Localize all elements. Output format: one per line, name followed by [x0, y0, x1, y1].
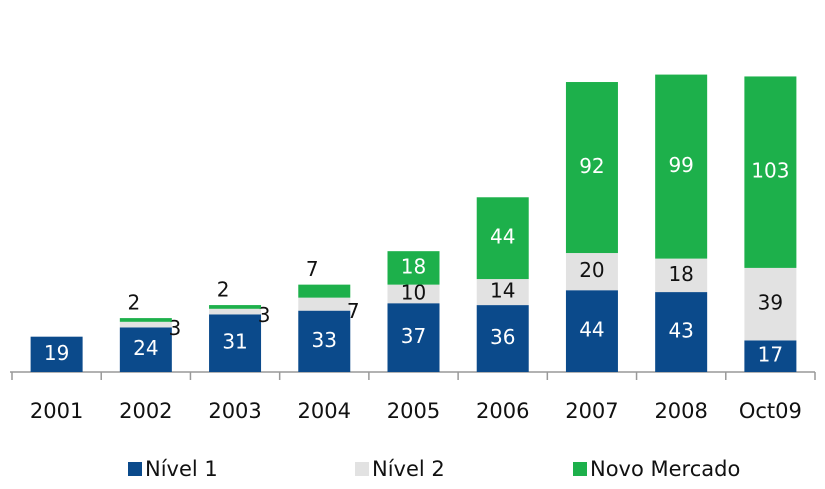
data-label: 43 [668, 319, 693, 343]
x-tick-label: 2003 [208, 399, 261, 423]
data-label: 99 [668, 153, 693, 177]
data-label: 44 [579, 318, 604, 342]
bar-segment [387, 284, 440, 304]
legend-label: Nível 1 [145, 457, 218, 481]
x-tick-label: 2001 [30, 399, 83, 423]
data-label: 3 [258, 303, 271, 327]
data-label: 18 [401, 254, 426, 278]
bar-segment [744, 340, 797, 372]
bar-segment [744, 76, 797, 268]
bar-segment [298, 297, 351, 311]
data-label: 3 [168, 316, 181, 340]
bar-segment [119, 327, 172, 372]
data-label: 17 [758, 343, 783, 367]
bar-segment [209, 308, 262, 315]
data-label: 20 [579, 258, 604, 282]
data-label: 7 [347, 299, 360, 323]
bar-segment [655, 292, 708, 372]
bar-segment [387, 303, 440, 372]
data-label: 44 [490, 225, 515, 249]
data-label: 19 [44, 341, 69, 365]
x-tick-label: 2004 [298, 399, 351, 423]
data-label: 7 [306, 257, 319, 281]
data-label: 18 [668, 262, 693, 286]
legend-swatch [355, 462, 369, 476]
bar-segment [565, 290, 618, 372]
legend-label: Nível 2 [372, 457, 445, 481]
bar-segment [744, 267, 797, 341]
bar-segment [119, 321, 172, 328]
data-label: 33 [312, 328, 337, 352]
data-label: 103 [751, 159, 789, 183]
legend-label: Novo Mercado [590, 457, 740, 481]
bar-segment [209, 305, 262, 309]
x-tick-label: 2008 [654, 399, 707, 423]
bar-segment [119, 318, 172, 322]
bar-segment [655, 258, 708, 293]
bar-segment [30, 336, 83, 372]
bar-segment [565, 253, 618, 291]
x-tick-label: 2002 [119, 399, 172, 423]
bar-segment [476, 305, 529, 372]
legend-swatch [128, 462, 142, 476]
data-label: 39 [758, 291, 783, 315]
data-label: 92 [579, 154, 604, 178]
x-tick-label: 2007 [565, 399, 618, 423]
bar-segment [298, 284, 351, 298]
legend-swatch [573, 462, 587, 476]
bar-segment [298, 310, 351, 372]
data-label: 2 [127, 291, 140, 315]
bar-segment [655, 74, 708, 259]
data-label: 14 [490, 279, 515, 303]
x-tick-label: 2006 [476, 399, 529, 423]
data-label: 2 [217, 278, 230, 302]
data-label: 31 [222, 330, 247, 354]
bar-segment [209, 314, 262, 372]
bar-segment [565, 82, 618, 254]
bar-segment [476, 279, 529, 306]
x-tick-label: Oct09 [739, 399, 802, 423]
data-label: 36 [490, 325, 515, 349]
bar-segment [387, 251, 440, 285]
data-label: 24 [133, 336, 158, 360]
data-label: 37 [401, 324, 426, 348]
bar-segment [476, 197, 529, 280]
x-tick-label: 2005 [387, 399, 440, 423]
